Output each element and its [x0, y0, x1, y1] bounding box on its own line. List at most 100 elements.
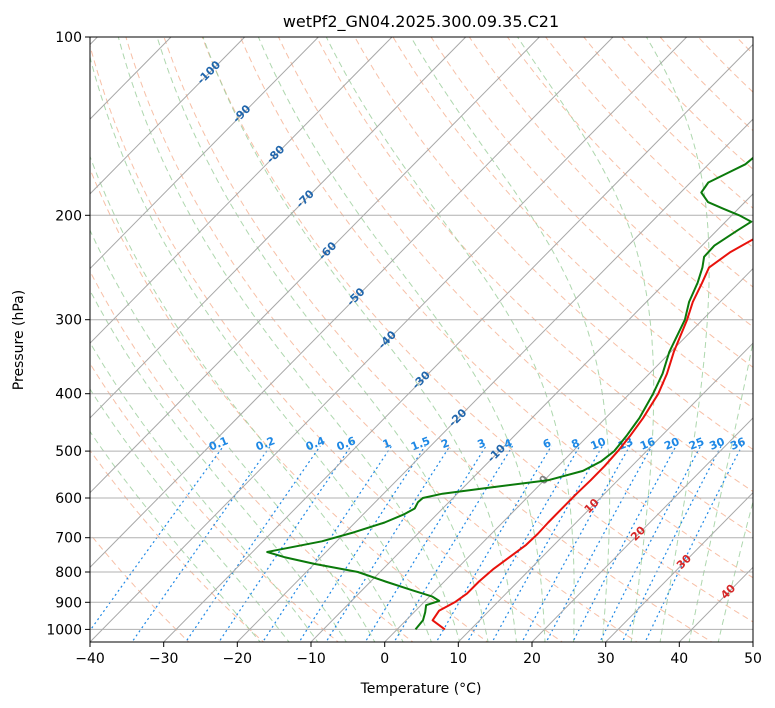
dry-adiabat-line — [697, 37, 753, 93]
y-tick-label: 900 — [55, 595, 82, 611]
moist-adiabat-line — [117, 37, 461, 642]
mixing-ratio-line — [572, 445, 677, 642]
mixing-ratio-line — [466, 445, 581, 642]
dewpoint-profile-line — [266, 156, 753, 631]
isotherm-gridline — [457, 342, 753, 642]
isotherm-gridline — [90, 37, 467, 419]
dry-adiabat-line — [735, 37, 753, 55]
x-tick-label: 50 — [744, 651, 762, 667]
mixing-ratio-label: 16 — [638, 435, 657, 453]
mixing-ratio-line — [218, 445, 352, 642]
moist-adiabat-line — [90, 388, 290, 642]
isotherm-gridline — [90, 37, 246, 195]
moist-adiabat-line — [90, 155, 404, 642]
mixing-ratio-line — [435, 445, 552, 642]
y-tick-label: 800 — [55, 565, 82, 581]
moist-adiabat-line — [90, 430, 261, 642]
isotherm-gridline — [236, 118, 753, 642]
dry-adiabat-line — [621, 37, 753, 170]
isotherm-gridline — [90, 37, 540, 494]
isotherm-gridline — [752, 641, 753, 642]
y-tick-label: 500 — [55, 444, 82, 460]
y-tick-label: 700 — [55, 531, 82, 547]
isotherm-gridline — [90, 37, 614, 568]
mixing-ratio-line — [262, 445, 393, 642]
isotherm-gridline — [90, 37, 319, 270]
isotherm-gridline — [163, 43, 753, 642]
moist-adiabat-line — [688, 339, 753, 642]
mixing-ratio-line — [644, 445, 743, 642]
mixing-ratio-line — [545, 445, 653, 642]
dry-adiabat-line — [506, 37, 753, 288]
dry-adiabat-line — [90, 449, 265, 642]
dry-adiabat-line — [392, 37, 753, 409]
mixing-ratio-line — [393, 445, 514, 642]
x-tick-label: 40 — [670, 651, 688, 667]
dry-adiabat-line — [354, 37, 753, 451]
x-tick-label: −10 — [296, 651, 326, 667]
y-tick-label: 600 — [55, 491, 82, 507]
x-tick-label: −30 — [149, 651, 179, 667]
mixing-ratio-label: 20 — [662, 435, 681, 453]
x-axis-label: Temperature (°C) — [360, 681, 482, 697]
x-tick-label: −20 — [223, 651, 253, 667]
mixing-ratio-line — [325, 445, 451, 642]
y-tick-label: 400 — [55, 387, 82, 403]
dry-adiabat-line — [90, 270, 414, 642]
dry-adiabat-line — [316, 37, 753, 493]
moist-adiabat-line — [90, 229, 376, 642]
mixing-ratio-label: 36 — [728, 435, 747, 453]
mixing-ratio-label: 1 — [381, 436, 393, 451]
dry-adiabat-line — [583, 37, 753, 209]
mixing-ratio-line — [491, 445, 604, 642]
mixing-ratio-line — [185, 445, 321, 642]
x-tick-label: −40 — [75, 651, 105, 667]
mixing-ratio-line — [521, 445, 631, 642]
isotherm-gridline — [678, 566, 753, 642]
dry-adiabat-line — [659, 37, 753, 132]
mixing-ratio-line — [298, 445, 426, 642]
mixing-ratio-line — [131, 445, 271, 642]
y-tick-label: 300 — [55, 313, 82, 329]
mixing-ratio-line — [621, 445, 722, 642]
isotherm-gridline — [90, 37, 688, 642]
dry-adiabat-line — [163, 37, 713, 642]
y-tick-label: 100 — [55, 30, 82, 46]
x-tick-label: 10 — [449, 651, 467, 667]
dry-adiabat-line — [761, 24, 775, 645]
y-tick-label: 1000 — [46, 622, 82, 638]
plot-frame — [89, 36, 754, 643]
y-axis-label: Pressure (hPa) — [11, 290, 27, 390]
mixing-ratio-label: 30 — [708, 435, 727, 453]
dry-adiabat-line — [90, 167, 489, 642]
dry-adiabat-line — [90, 362, 340, 642]
moist-adiabat-line — [257, 37, 546, 642]
dry-adiabat-line — [125, 37, 638, 642]
mixing-ratio-label: 8 — [570, 436, 582, 451]
mixing-ratio-label: 6 — [541, 436, 553, 451]
dry-adiabat-line — [468, 37, 753, 328]
isotherm-gridline — [531, 417, 753, 642]
x-tick-label: 20 — [523, 651, 541, 667]
dry-adiabat-line — [239, 37, 753, 579]
isotherm-gridline — [605, 491, 753, 642]
y-tick-label: 200 — [55, 208, 82, 224]
mixing-ratio-label: 3 — [476, 436, 488, 451]
x-tick-label: 30 — [597, 651, 615, 667]
mixing-ratio-line — [599, 445, 702, 642]
dry-adiabat-line — [430, 37, 753, 368]
mixing-ratio-label: 2 — [439, 436, 451, 451]
isotherm-gridline — [384, 267, 753, 642]
mixing-ratio-label: 25 — [687, 435, 706, 453]
x-tick-label: 0 — [380, 651, 389, 667]
mixing-ratio-label: 10 — [589, 435, 608, 453]
moist-adiabat-line — [156, 37, 489, 642]
isotherm-gridline — [90, 37, 393, 344]
isotherm-gridline — [310, 193, 753, 642]
dry-adiabat-line — [90, 533, 190, 642]
temperature-profile-line — [431, 238, 753, 631]
dry-adiabat-line — [277, 37, 753, 535]
mixing-ratio-line — [90, 445, 225, 632]
chart-title: wetPf2_GN04.2025.300.09.35.C21 — [283, 12, 559, 32]
